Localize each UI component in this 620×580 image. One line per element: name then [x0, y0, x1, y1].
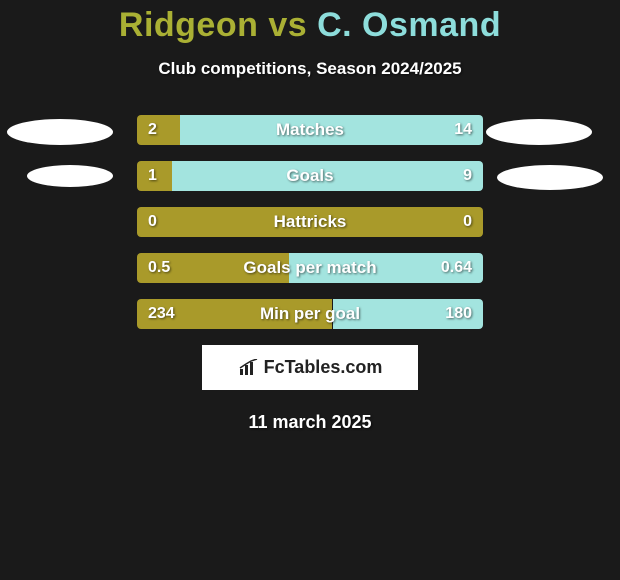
date-text: 11 march 2025	[0, 412, 620, 433]
player2-bar	[180, 115, 483, 145]
player1-badge-ellipse	[7, 119, 113, 145]
player2-bar	[172, 161, 483, 191]
player1-bar	[137, 115, 180, 145]
player2-name: C. Osmand	[317, 6, 501, 44]
player2-badge-ellipse	[497, 165, 603, 190]
logo: FcTables.com	[238, 357, 383, 378]
player1-bar	[137, 207, 483, 237]
player2-badge-ellipse	[486, 119, 592, 145]
page-title: Ridgeon vs C. Osmand	[0, 0, 620, 45]
bar-track	[137, 161, 483, 191]
player1-bar	[137, 253, 289, 283]
comparison-chart: 2 Matches 14 1 Goals 9 0 Hattricks 0 0.5…	[0, 115, 620, 329]
player2-bar	[289, 253, 483, 283]
player2-bar	[333, 299, 484, 329]
vs-text: vs	[268, 6, 307, 44]
player1-bar	[137, 299, 332, 329]
logo-box: FcTables.com	[202, 345, 418, 390]
player1-badge-ellipse	[27, 165, 113, 187]
bar-track	[137, 253, 483, 283]
bar-track	[137, 207, 483, 237]
bar-track	[137, 299, 483, 329]
bar-track	[137, 115, 483, 145]
chart-icon	[238, 359, 260, 377]
player1-name: Ridgeon	[119, 6, 258, 44]
stat-row: 1 Goals 9	[0, 161, 620, 191]
stat-row: 234 Min per goal 180	[0, 299, 620, 329]
stat-row: 0 Hattricks 0	[0, 207, 620, 237]
stat-row: 2 Matches 14	[0, 115, 620, 145]
logo-text: FcTables.com	[264, 357, 383, 378]
player1-bar	[137, 161, 172, 191]
stat-row: 0.5 Goals per match 0.64	[0, 253, 620, 283]
subtitle: Club competitions, Season 2024/2025	[0, 59, 620, 79]
